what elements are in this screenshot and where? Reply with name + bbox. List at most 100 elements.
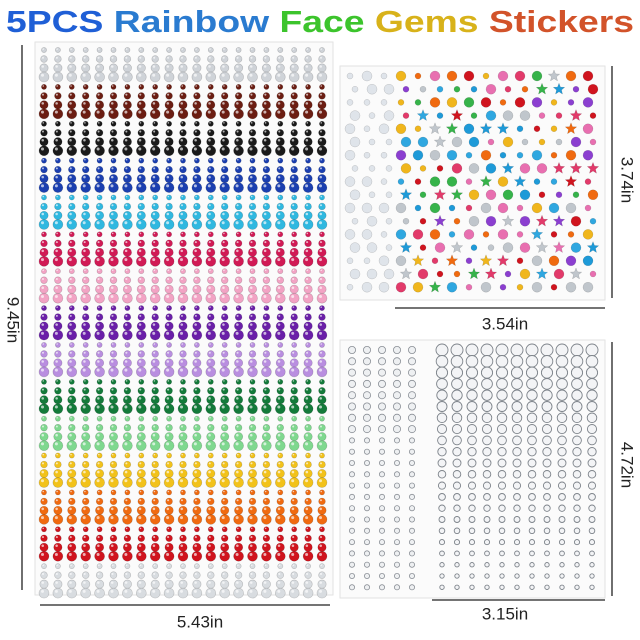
gem [516,151,524,159]
gem [235,589,239,593]
gem [291,184,295,188]
gem [531,149,543,161]
gem [235,405,239,409]
gem [277,47,284,53]
gem [402,217,410,225]
gem [557,481,567,490]
gem [304,460,312,469]
gem [275,247,285,257]
gem [483,493,491,501]
gem [249,73,253,77]
gem [288,182,300,193]
gem [95,137,105,147]
gem [392,391,401,400]
gem [125,380,128,382]
gem [40,239,48,248]
gem [110,157,117,164]
gem [278,536,281,539]
gem [347,368,356,377]
gem [180,462,183,465]
gem [122,174,132,184]
gem [110,175,114,179]
gem [122,256,133,267]
gem [110,323,114,326]
gem [514,573,520,579]
gem [289,579,299,589]
gem [521,138,529,146]
gem [55,175,58,179]
gem [81,542,91,552]
gem [68,276,76,284]
gem [305,73,309,77]
gem [111,425,114,428]
gem [235,47,242,53]
gem [206,505,216,515]
gem [480,355,494,368]
gem [209,490,211,493]
gem [469,550,475,557]
gem [163,256,175,267]
gem [571,412,583,424]
gem [463,229,475,240]
gem [53,358,63,368]
gem [193,305,200,311]
gem [392,357,401,366]
gem [263,110,267,114]
gem [55,204,58,207]
gem [482,458,492,468]
gem [305,415,311,422]
gem [263,442,267,446]
gem [263,553,267,557]
gem [573,527,581,535]
gem [291,526,298,533]
gem [150,395,160,405]
gem [302,71,314,83]
gem [54,73,58,77]
gem [556,412,568,424]
gem [378,437,385,444]
gem [264,416,267,419]
gem [98,343,100,345]
gem [149,219,161,230]
gem [378,561,385,568]
gem [363,527,370,534]
gem [82,331,86,335]
gem [538,191,546,199]
gem [234,239,243,248]
gem [67,395,77,405]
gem [276,534,284,542]
gem [69,544,72,548]
gem [181,380,183,382]
gem [41,452,47,459]
gem [437,470,447,479]
gem [124,405,128,409]
gem [264,130,267,133]
gem [378,448,385,455]
gem [513,516,521,523]
gem [250,499,253,502]
gem [221,129,229,137]
gem [220,63,230,73]
gem [166,221,170,225]
gem [291,65,295,68]
gem [164,505,174,515]
gem [98,416,100,419]
gem [320,158,322,161]
gem [235,258,239,262]
gem [290,460,298,469]
gem [82,378,89,385]
gem [496,254,510,267]
gem [513,504,521,512]
gem [41,536,44,539]
gem [262,129,271,137]
gem [207,305,214,311]
gem [167,269,170,272]
gem [149,587,161,599]
gem [544,573,550,579]
gem [209,380,211,382]
gem [56,122,58,124]
gem [247,145,258,157]
gem [264,453,267,456]
gem [111,380,114,382]
gem [397,178,405,185]
